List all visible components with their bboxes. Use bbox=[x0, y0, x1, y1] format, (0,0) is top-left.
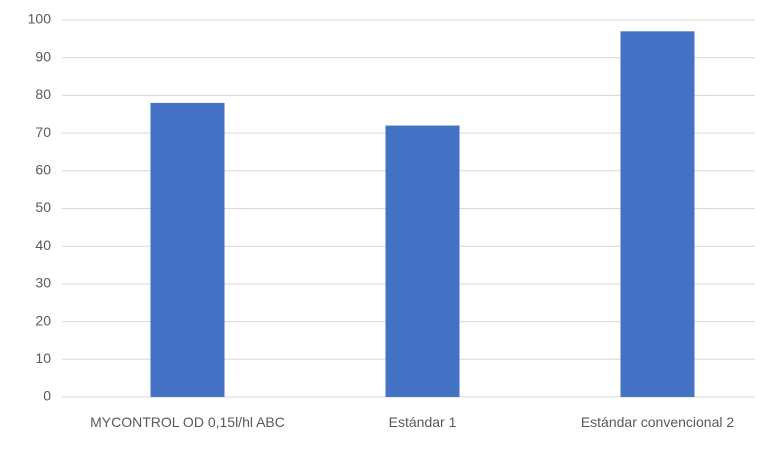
x-tick-label: MYCONTROL OD 0,15l/hl ABC bbox=[90, 414, 285, 430]
y-tick-label: 90 bbox=[35, 48, 51, 64]
y-tick-label: 10 bbox=[35, 350, 51, 366]
y-tick-label: 80 bbox=[35, 86, 51, 102]
y-tick-label: 40 bbox=[35, 237, 51, 253]
y-tick-label: 30 bbox=[35, 275, 51, 291]
bar bbox=[150, 102, 225, 397]
y-tick-label: 0 bbox=[43, 388, 51, 404]
y-tick-label: 50 bbox=[35, 199, 51, 215]
bar bbox=[385, 125, 460, 397]
x-tick-label: Estándar convencional 2 bbox=[580, 414, 735, 430]
x-tick-label: Estándar 1 bbox=[388, 414, 457, 430]
bar bbox=[620, 31, 695, 398]
y-tick-label: 60 bbox=[35, 162, 51, 178]
y-tick-label: 100 bbox=[28, 11, 52, 27]
y-tick-label: 70 bbox=[35, 124, 51, 140]
y-tick-label: 20 bbox=[35, 312, 51, 328]
